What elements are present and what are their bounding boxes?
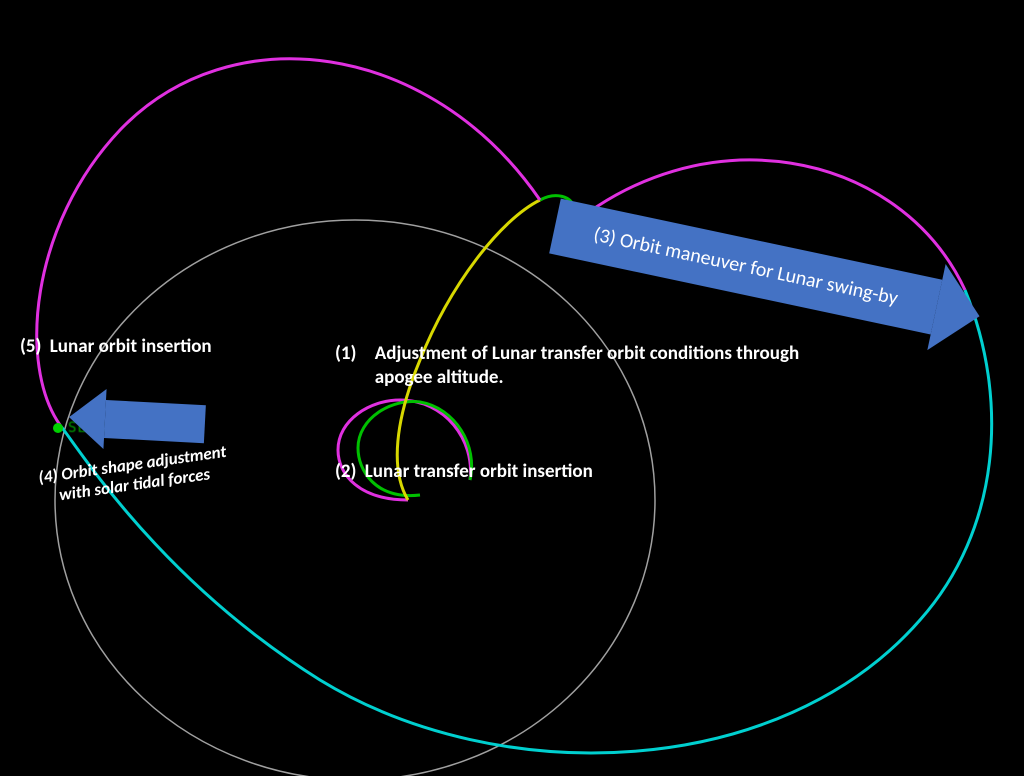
annotation-1: (1) Adjustment of Lunar transfer orbit c…	[335, 342, 805, 390]
moon-orbit-path	[55, 220, 655, 776]
annotation-4-num: (4)	[37, 465, 59, 488]
annotation-5: (5) Lunar orbit insertion	[20, 335, 212, 359]
annotation-5-num: (5)	[20, 335, 41, 358]
moon-marker	[53, 423, 63, 433]
annotation-5-text: Lunar orbit insertion	[50, 335, 212, 358]
annotation-1-num: (1)	[335, 342, 356, 365]
annotation-2-text: Lunar transfer orbit insertion	[365, 460, 593, 483]
annotation-1-text: Adjustment of Lunar transfer orbit condi…	[375, 342, 805, 390]
arrow-4-pointer	[104, 400, 206, 443]
annotation-2: (2) Lunar transfer orbit insertion	[335, 460, 593, 484]
annotation-2-num: (2)	[335, 460, 356, 483]
